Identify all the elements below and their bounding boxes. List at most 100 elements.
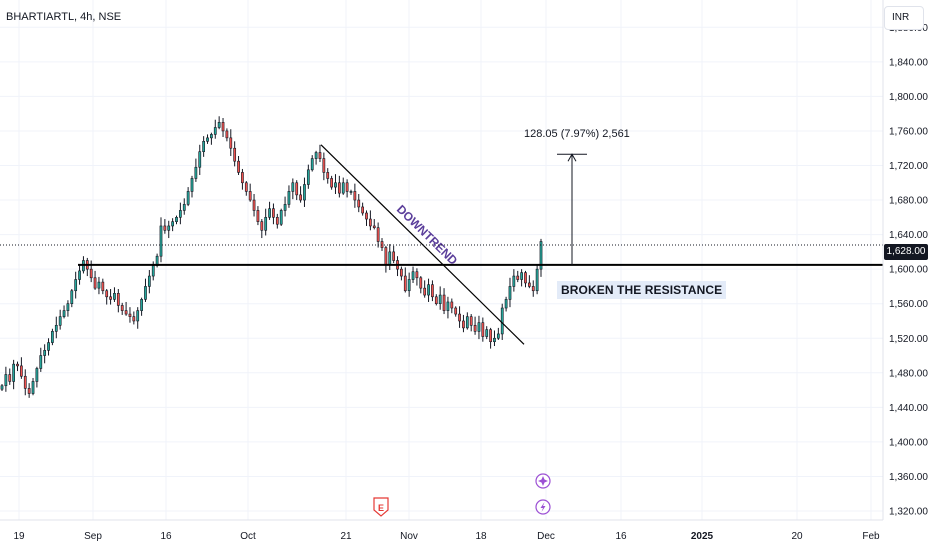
candle-down xyxy=(392,245,396,264)
candle-down xyxy=(163,219,167,234)
current-price-label: 1,628.00 xyxy=(884,244,928,260)
candle-down xyxy=(337,175,341,198)
candle-up xyxy=(303,177,306,207)
candle-body xyxy=(496,333,500,339)
candle-body xyxy=(376,227,380,242)
candle-body xyxy=(442,294,446,311)
candle-body xyxy=(450,301,454,309)
candle-up xyxy=(202,136,206,157)
candle-body xyxy=(493,337,496,343)
candle-body xyxy=(419,277,423,289)
candle-down xyxy=(442,288,446,315)
candle-body xyxy=(163,225,167,231)
candle-down xyxy=(237,155,240,176)
time-axis[interactable]: 19 Sep 16 Oct 21 Nov 18 Dec 16 2025 20 Feb xyxy=(0,519,883,542)
candle-up xyxy=(217,116,221,130)
candle-body xyxy=(217,122,221,128)
candle-body xyxy=(194,166,198,179)
candle-body xyxy=(462,320,465,329)
price-axis[interactable]: 1,880.001,840.001,800.001,760.001,720.00… xyxy=(882,0,928,520)
candle-down xyxy=(326,168,330,184)
candle-body xyxy=(353,191,357,201)
candle-body xyxy=(237,160,240,173)
candle-body xyxy=(326,172,330,179)
price-tick-label: 1,760.00 xyxy=(889,126,928,137)
candle-up xyxy=(306,164,310,189)
candle-body xyxy=(434,296,438,305)
price-tick-label: 1,400.00 xyxy=(889,437,928,448)
candle-up xyxy=(407,272,411,297)
candle-body xyxy=(528,282,531,287)
candle-up xyxy=(291,178,295,200)
candle-body xyxy=(512,275,516,287)
candle-down xyxy=(524,270,527,288)
candle-up xyxy=(136,307,140,329)
candle-body xyxy=(295,182,299,196)
price-tick-label: 1,840.00 xyxy=(889,57,928,68)
candle-body xyxy=(407,279,411,292)
candle-body xyxy=(287,191,291,205)
candle-down xyxy=(458,306,461,328)
candle-body xyxy=(31,381,35,394)
price-tick-label: 1,680.00 xyxy=(889,196,928,207)
candle-body xyxy=(93,277,97,289)
candle-body xyxy=(306,169,310,185)
downtrend-line xyxy=(320,144,525,345)
candle-body xyxy=(388,251,392,266)
candle-body xyxy=(334,182,337,188)
earnings-icon-shape xyxy=(373,497,389,517)
candle-down xyxy=(361,202,364,216)
candle-down xyxy=(318,144,322,163)
candle-up xyxy=(175,215,178,225)
candle-body xyxy=(66,303,70,311)
candle-body xyxy=(361,206,364,214)
candle-body xyxy=(384,247,388,266)
candle-down xyxy=(275,213,279,229)
candle-body xyxy=(477,322,481,332)
candle-up xyxy=(504,296,508,312)
candle-body xyxy=(392,251,396,261)
candle-up xyxy=(43,344,47,364)
candle-body xyxy=(175,217,178,222)
candle-up xyxy=(411,266,415,283)
candle-body xyxy=(225,130,229,139)
candle-down xyxy=(345,179,349,198)
candle-down xyxy=(473,316,477,335)
candle-down xyxy=(229,129,233,156)
candle-down xyxy=(27,383,31,398)
candle-body xyxy=(427,284,430,296)
candle-down xyxy=(528,275,531,289)
candle-up xyxy=(310,155,314,172)
candle-up xyxy=(113,287,116,302)
candle-up xyxy=(268,201,271,220)
candle-body xyxy=(531,286,535,292)
time-tick-label: 21 xyxy=(340,531,352,542)
candle-body xyxy=(190,178,194,192)
candle-body xyxy=(248,191,252,201)
candle-body xyxy=(0,385,4,390)
candle-down xyxy=(101,278,105,295)
time-tick-label: 2025 xyxy=(691,531,714,542)
candle-up xyxy=(58,309,62,330)
currency-button[interactable]: INR xyxy=(884,6,924,30)
candle-up xyxy=(477,315,481,340)
candle-body xyxy=(221,122,225,132)
candle-up xyxy=(51,328,54,346)
candle-down xyxy=(454,306,458,317)
time-tick-label: 18 xyxy=(475,531,487,542)
candle-down xyxy=(423,280,427,298)
candle-down xyxy=(20,357,23,379)
candle-body xyxy=(275,217,279,225)
candle-body xyxy=(213,127,217,135)
candle-up xyxy=(349,189,353,195)
candle-body xyxy=(8,374,12,382)
candle-down xyxy=(128,307,132,323)
candle-down xyxy=(8,368,12,385)
candle-body xyxy=(202,141,206,152)
candle-down xyxy=(400,266,403,281)
candle-body xyxy=(120,305,124,311)
candle-up xyxy=(512,269,516,292)
candle-body xyxy=(310,158,314,171)
candle-down xyxy=(365,210,368,226)
